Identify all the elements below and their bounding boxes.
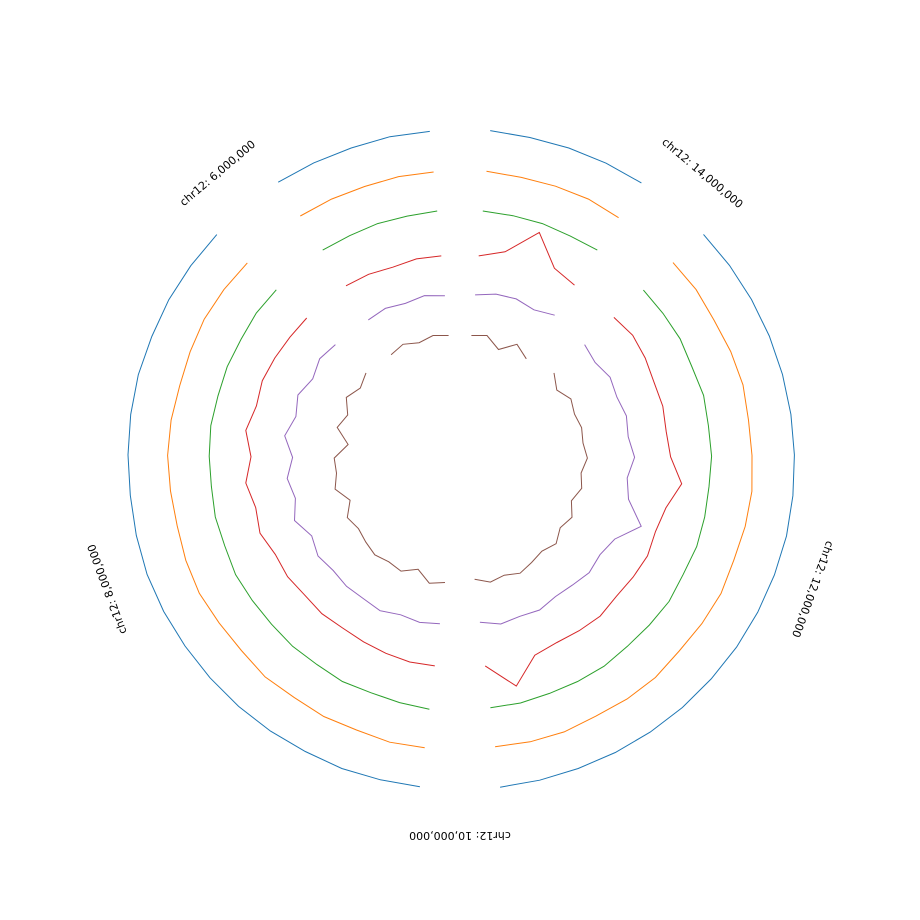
x-tick-label: chr12: 14,000,000 (659, 135, 745, 211)
track-line (333, 335, 588, 584)
track-line (284, 293, 642, 625)
x-tick-label: chr12: 8,000,000 (85, 542, 130, 635)
x-tick-label: chr12: 12,000,000 (789, 539, 836, 639)
track-line (167, 170, 753, 749)
x-tick-label: chr12: 6,000,000 (177, 138, 258, 209)
track-line (245, 231, 683, 687)
track-line (208, 210, 713, 710)
track-line (127, 130, 795, 788)
x-tick-label: chr12: 10,000,000 (409, 829, 511, 842)
